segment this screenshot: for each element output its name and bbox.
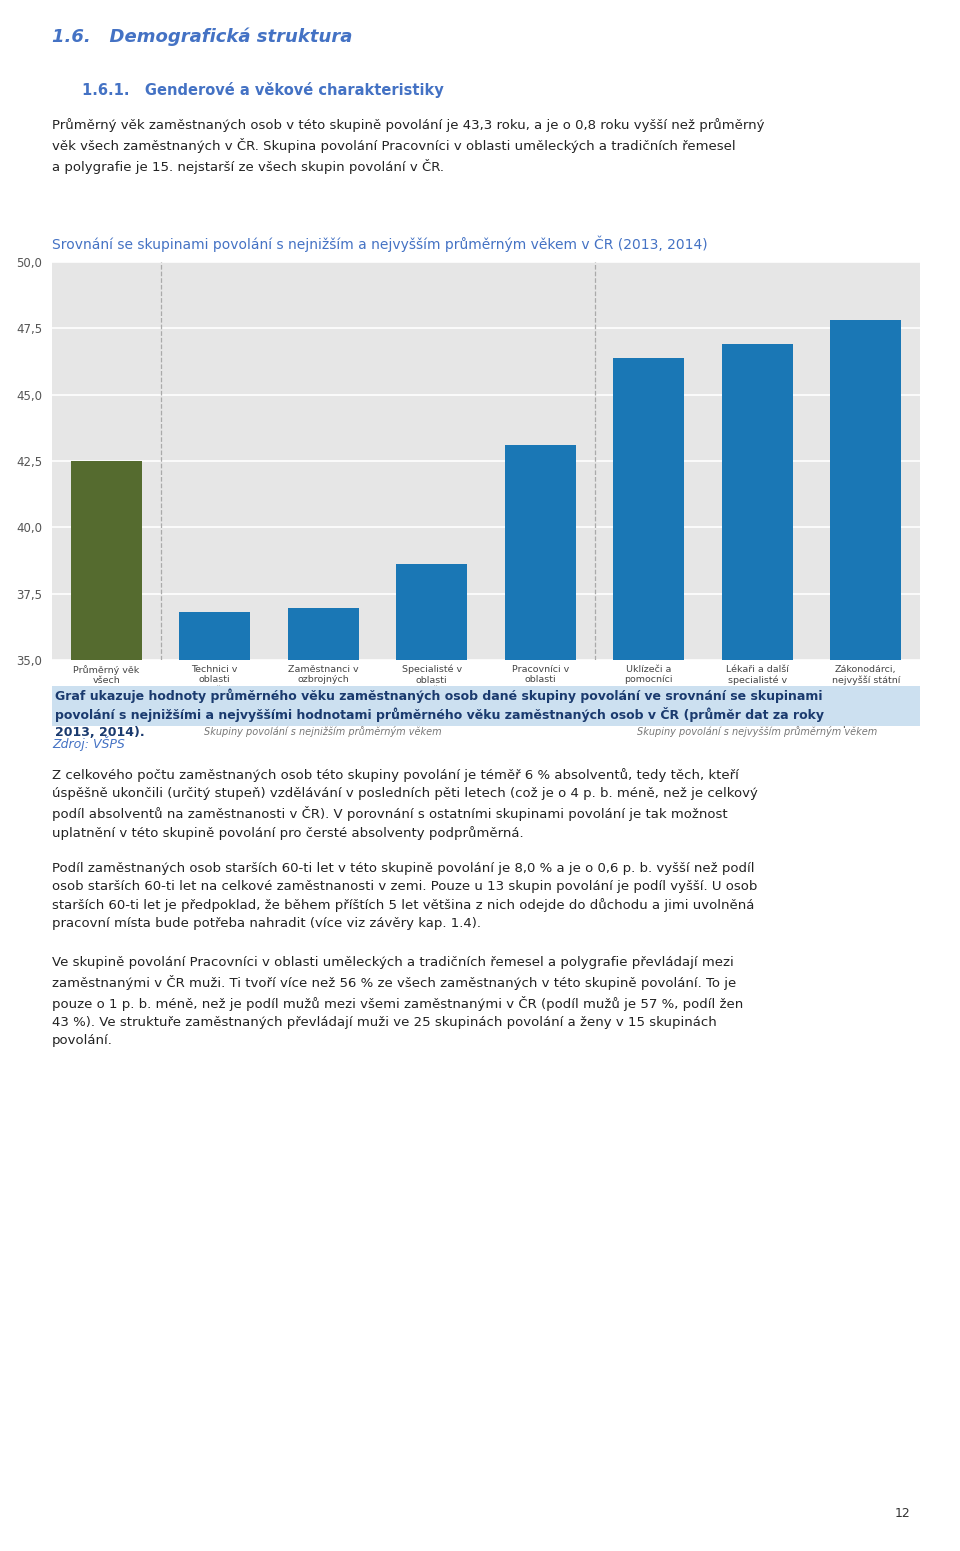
Text: Podíl zaměstnaných osob starších 60-ti let v této skupině povolání je 8,0 % a je: Podíl zaměstnaných osob starších 60-ti l… [52, 862, 757, 931]
Text: 1.6.   Demografická struktura: 1.6. Demografická struktura [52, 28, 352, 47]
Bar [830, 321, 901, 1551]
Text: Srovnání se skupinami povolání s nejnižším a nejvyšším průměrným věkem v ČR (201: Srovnání se skupinami povolání s nejnižš… [52, 236, 708, 253]
Text: Skupiny povolání s nejnižším průměrným věkem: Skupiny povolání s nejnižším průměrným v… [204, 726, 442, 737]
Text: Průměrný věk zaměstnaných osob v této skupině povolání je 43,3 roku, a je o 0,8 : Průměrný věk zaměstnaných osob v této sk… [52, 118, 764, 174]
Text: Lékaři a další
specialisté v
oblasti
zdravotnictví: Lékaři a další specialisté v oblasti zdr… [726, 665, 789, 706]
Text: 1.6.1.   Genderové a věkové charakteristiky: 1.6.1. Genderové a věkové charakteristik… [82, 82, 444, 98]
Text: Zdroj: VŠPS: Zdroj: VŠPS [52, 737, 125, 751]
Text: Specialisté v
oblasti
informačních a
komunikačních
technologií: Specialisté v oblasti informačních a kom… [396, 665, 468, 717]
Text: Pracovníci v
oblasti
uměleckých a
tradičních
řemesel a
polygrafie: Pracovníci v oblasti uměleckých a tradič… [508, 665, 573, 726]
Bar [180, 613, 250, 1551]
Text: Uklízeči a
pomocníci: Uklízeči a pomocníci [625, 665, 673, 684]
Text: Ve skupině povolání Pracovníci v oblasti uměleckých a tradičních řemesel a polyg: Ve skupině povolání Pracovníci v oblasti… [52, 955, 743, 1047]
Text: Technici v
oblasti
informačních a
komunikačních
technologií: Technici v oblasti informačních a komuni… [180, 665, 251, 715]
Text: 12: 12 [895, 1508, 910, 1520]
Bar [396, 565, 467, 1551]
Bar [288, 608, 358, 1551]
Text: Z celkového počtu zaměstnaných osob této skupiny povolání je téměř 6 % absolvent: Z celkového počtu zaměstnaných osob této… [52, 768, 757, 841]
Text: Zaměstnanci v
ozbrojných
silách: Zaměstnanci v ozbrojných silách [288, 665, 359, 695]
Text: Průměrný věk
všech
zaměstnaných v
ČR: Průměrný věk všech zaměstnaných v ČR [67, 665, 145, 706]
Bar [505, 445, 575, 1551]
Text: Skupiny povolání s nejvyšším průměrným věkem: Skupiny povolání s nejvyšším průměrným v… [637, 726, 877, 737]
Text: Graf ukazuje hodnoty průměrného věku zaměstnaných osob dané skupiny povolání ve : Graf ukazuje hodnoty průměrného věku zam… [55, 689, 824, 740]
Bar [71, 461, 141, 1551]
Bar [722, 344, 793, 1551]
Bar [613, 358, 684, 1551]
Text: Zákonodárci,
nejvyšší státní
úředníci a
nejvyšší
představitelé
společností: Zákonodárci, nejvyšší státní úředníci a … [831, 665, 900, 727]
